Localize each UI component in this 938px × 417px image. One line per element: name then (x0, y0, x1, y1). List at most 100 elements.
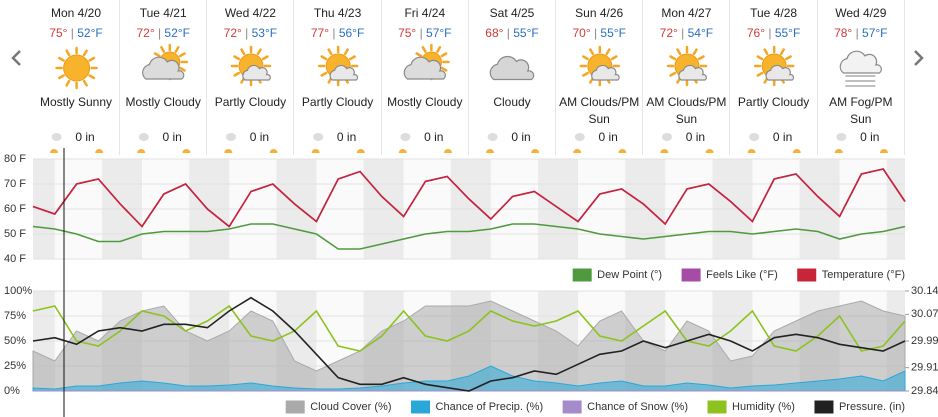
condition: AM Clouds/PM Sun (559, 95, 640, 126)
separator: | (67, 26, 78, 40)
legend-swatch (285, 400, 305, 414)
sun-ray (88, 56, 96, 62)
day-card: Tue 4/21 72° | 52°F Mostly Cloudy 0 in (120, 0, 208, 155)
legend-swatch (797, 268, 817, 282)
sun-ray (153, 52, 161, 58)
drop-icon (51, 133, 62, 141)
separator: | (852, 26, 863, 40)
temps: 68° | 55°F (469, 26, 555, 40)
sun-ray (756, 71, 764, 77)
condition: AM Fog/PM Sun (829, 95, 893, 126)
day-label: Mon 4/27 (661, 6, 712, 20)
temps: 70° | 55°F (556, 26, 642, 40)
day-label: Thu 4/23 (313, 6, 362, 20)
low-temp: 56°F (338, 26, 365, 40)
legend-label: Humidity (%) (732, 401, 795, 413)
sun-ray (582, 55, 589, 61)
sun-small (618, 149, 627, 153)
y-tick-label: 40 F (4, 253, 26, 265)
sun-ray (421, 46, 427, 53)
legend-swatch (411, 400, 431, 414)
sun-ray (589, 48, 595, 56)
cloud-icon (591, 64, 620, 81)
low-temp: 52°F (164, 26, 190, 40)
low-temp: 55°F (600, 26, 626, 40)
sun-ray (669, 55, 677, 61)
day-label: Wed 4/29 (835, 6, 887, 20)
sun-small (660, 149, 669, 153)
sun-small (224, 149, 233, 153)
legend-label: Pressure. (in) (839, 401, 905, 413)
y2-tick-label: 29.84 (911, 385, 938, 397)
high-temp: 70° (572, 26, 591, 40)
drop-icon (313, 133, 324, 141)
legend-swatch (562, 400, 582, 414)
sun-ray (256, 48, 262, 56)
sun-small (356, 149, 365, 153)
day-card: Fri 4/24 75° | 57°F Mostly Cloudy 0 in (382, 0, 469, 155)
sun-small (747, 149, 756, 153)
drop-icon (487, 133, 498, 141)
sun-ray (82, 49, 88, 57)
sun-ray (65, 79, 71, 87)
sun-ray (58, 74, 65, 80)
legend-swatch (681, 268, 701, 282)
sun-small (486, 149, 494, 153)
prev-arrow[interactable] (11, 50, 21, 66)
condition: Mostly Sunny (39, 95, 113, 109)
sun-ray (676, 48, 682, 56)
low-temp: 57°F (426, 26, 452, 40)
sun-ray (58, 56, 65, 62)
sun-ray (440, 66, 448, 72)
legend-label: Chance of Precip. (%) (436, 401, 544, 413)
sun-ray (233, 55, 241, 61)
legend-label: Temperature (°F) (822, 269, 905, 281)
sun-ray (440, 52, 448, 58)
separator: | (590, 26, 601, 40)
sun-ray (763, 48, 769, 56)
drop-icon (749, 133, 760, 141)
precip-amount: 0 in (860, 130, 880, 144)
low-temp: 55°F (774, 26, 801, 40)
day-card: Tue 4/28 76° | 55°F Partly Cloudy 0 in (731, 0, 818, 155)
temps: 75° | 57°F (382, 26, 468, 40)
temps: 75° | 52°F (33, 26, 119, 40)
condition: Partly Cloudy (214, 95, 287, 109)
separator: | (241, 26, 252, 40)
day-card: Sat 4/25 68° | 55°F Cloudy 0 in (469, 0, 556, 155)
condition: Cloudy (493, 95, 531, 109)
low-temp: 55°F (513, 26, 539, 40)
sun-ray (785, 55, 792, 61)
day-label: Sat 4/25 (489, 6, 535, 20)
sun-ray (233, 71, 241, 77)
high-temp: 72° (223, 26, 242, 40)
sun-small (792, 149, 801, 153)
day-label: Tue 4/28 (750, 6, 798, 20)
high-temp: 77° (310, 26, 330, 40)
condition: Mostly Cloudy (387, 95, 463, 109)
drop-icon (836, 133, 847, 141)
condition: Mostly Cloudy (125, 95, 201, 109)
drop-icon (574, 133, 585, 141)
y2-tick-label: 29.99 (911, 335, 938, 347)
low-temp: 57°F (862, 26, 888, 40)
y-tick-label: 80 F (4, 153, 26, 165)
sun-ray (610, 55, 618, 61)
sun-small (705, 149, 714, 153)
area (32, 365, 906, 392)
temps: 78° | 57°F (818, 26, 904, 40)
sun-ray (240, 48, 246, 56)
separator: | (329, 26, 339, 40)
precip-amount: 0 in (75, 130, 95, 144)
sun-ray (65, 49, 71, 57)
y-tick-label: 100% (4, 285, 32, 297)
sun-ray (178, 66, 186, 72)
day-label: Sun 4/26 (575, 6, 624, 20)
next-arrow[interactable] (914, 50, 924, 66)
sun-ray (320, 71, 328, 77)
sun-ray (88, 74, 96, 80)
sun-ray (697, 55, 705, 61)
precip-amount: 0 in (424, 130, 444, 144)
line (32, 168, 906, 228)
drop-icon (400, 133, 411, 141)
